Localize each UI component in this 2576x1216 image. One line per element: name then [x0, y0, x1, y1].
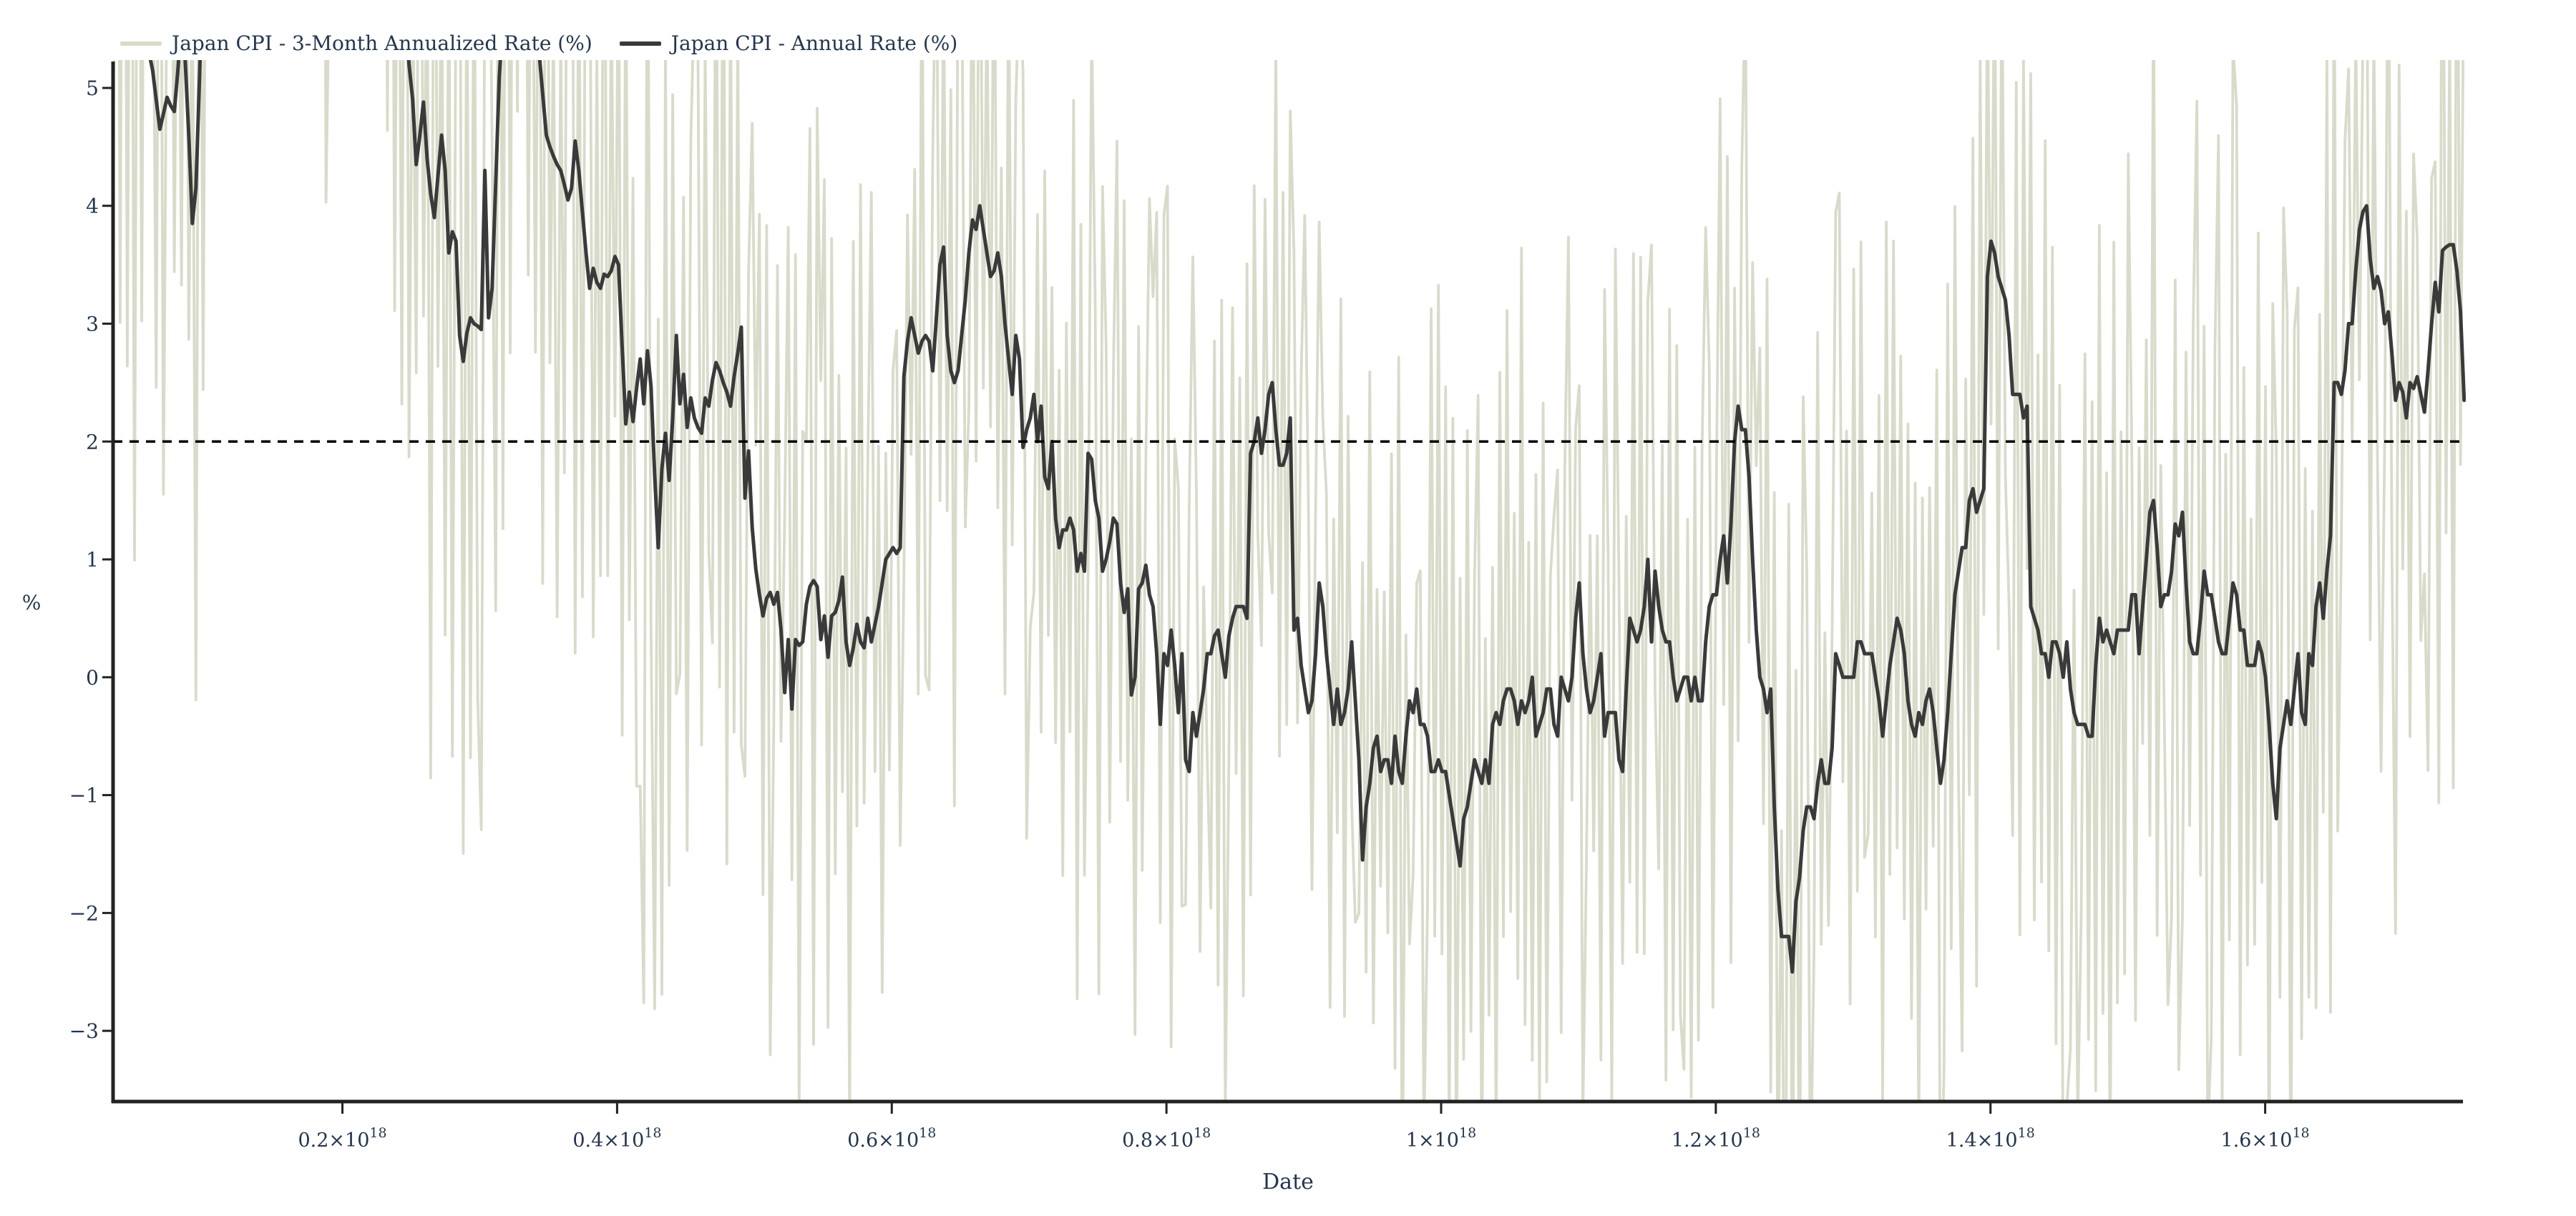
y-axis-ticks: 5 4 3 2 1 0 −1 −2 −3 [69, 77, 113, 1043]
x-tick-label: 1.6×1018 [2221, 1125, 2310, 1152]
x-tick-label: 0.4×1018 [572, 1125, 661, 1152]
x-axis-ticks: 0.2×1018 0.4×1018 0.6×1018 0.8×1018 1×1018 1.… [298, 1102, 2310, 1152]
annualized-3m-line [113, 60, 2464, 1103]
legend-line-swatch-dark [619, 41, 661, 46]
y-tick-label: 0 [86, 666, 99, 690]
y-tick-label: 5 [86, 77, 99, 100]
legend-item-annual-rate: Japan CPI - Annual Rate (%) [619, 31, 958, 55]
x-axis-title: Date [1262, 1170, 1314, 1195]
y-tick-label: 1 [86, 548, 99, 572]
legend-line-swatch-gray [120, 41, 162, 46]
legend: Japan CPI - 3-Month Annualized Rate (%) … [120, 31, 957, 55]
plot-area [113, 60, 2466, 1103]
x-tick-label: 1×1018 [1406, 1125, 1476, 1152]
x-tick-label: 1.2×1018 [1672, 1125, 1760, 1152]
annual-rate-line [148, 60, 2466, 974]
x-tick-label: 0.2×1018 [298, 1125, 386, 1152]
y-tick-label: −2 [69, 901, 99, 925]
legend-item-annualized-3m: Japan CPI - 3-Month Annualized Rate (%) [120, 31, 592, 55]
y-tick-label: −3 [69, 1019, 99, 1043]
legend-label: Japan CPI - Annual Rate (%) [670, 31, 958, 55]
x-tick-label: 0.8×1018 [1122, 1125, 1211, 1152]
y-tick-label: 3 [86, 313, 99, 336]
y-tick-label: −1 [69, 784, 99, 808]
x-tick-label: 1.4×1018 [1946, 1125, 2035, 1152]
y-tick-label: 2 [86, 430, 99, 453]
y-tick-label: 4 [86, 195, 99, 218]
y-axis-title: % [22, 591, 42, 614]
legend-label: Japan CPI - 3-Month Annualized Rate (%) [172, 31, 592, 55]
x-tick-label: 0.6×1018 [847, 1125, 936, 1152]
